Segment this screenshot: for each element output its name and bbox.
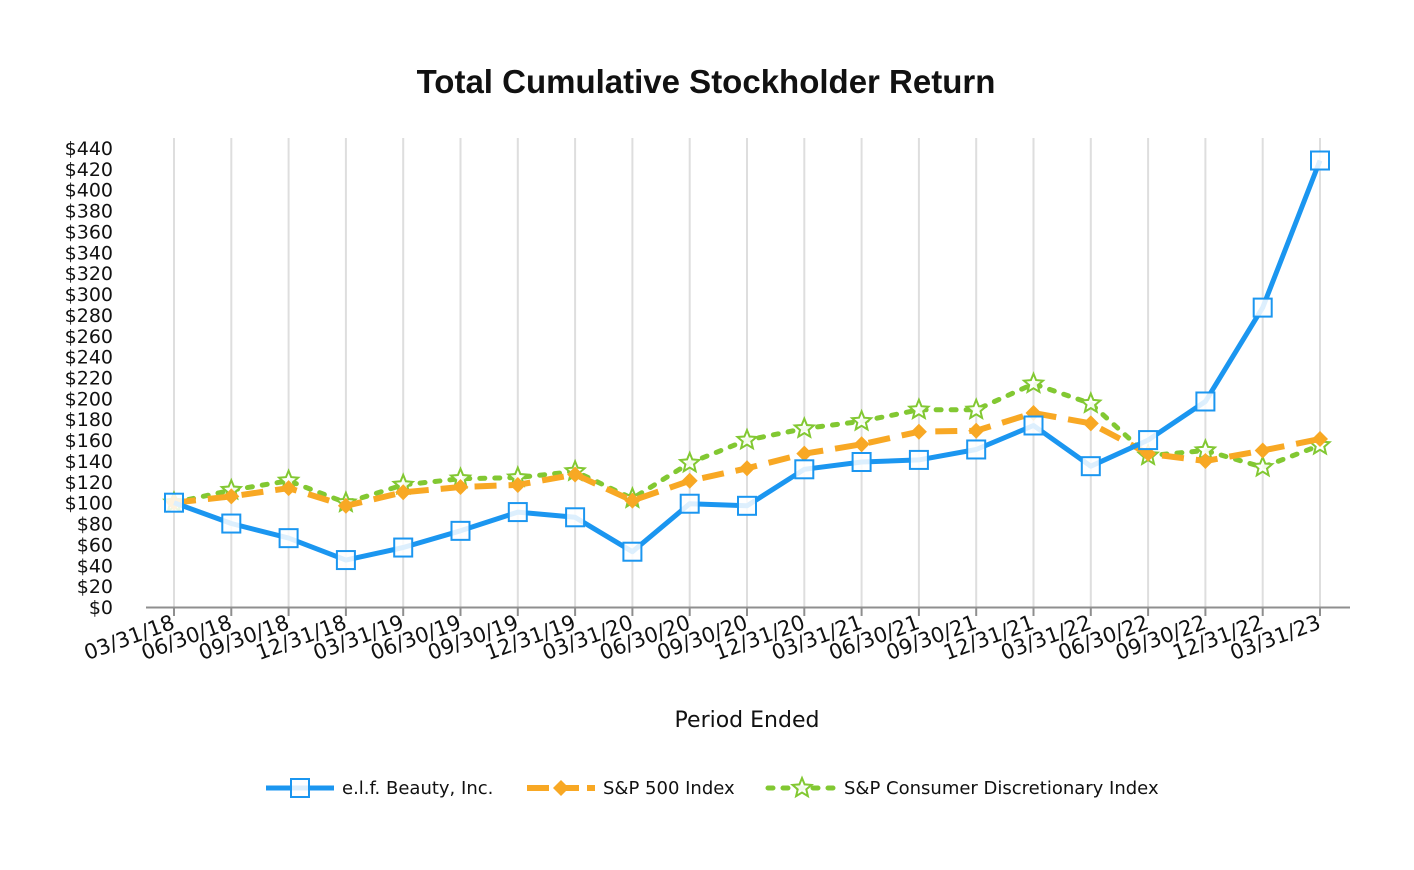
legend-item: S&P Consumer Discretionary Index xyxy=(765,775,1159,799)
data-point xyxy=(1252,297,1273,318)
data-point xyxy=(1312,431,1328,448)
data-point xyxy=(1197,452,1214,469)
y-tick-label: $140 xyxy=(65,451,113,473)
data-point xyxy=(567,466,584,483)
data-series xyxy=(162,150,1332,571)
y-tick-label: $300 xyxy=(65,284,113,306)
data-point xyxy=(393,537,414,558)
data-point xyxy=(966,439,987,460)
data-point xyxy=(964,397,989,421)
x-axis-label: Period Ended xyxy=(675,708,820,733)
legend-label: e.l.f. Beauty, Inc. xyxy=(342,778,493,799)
legend-swatch-marker xyxy=(290,778,310,798)
data-point xyxy=(1250,454,1275,478)
y-tick-label: $380 xyxy=(65,201,113,223)
data-point xyxy=(681,472,698,489)
y-tick-label: $260 xyxy=(65,326,113,348)
data-point xyxy=(849,408,874,432)
data-point xyxy=(735,427,759,451)
data-point xyxy=(1021,371,1046,394)
chart-title: Total Cumulative Stockholder Return xyxy=(417,63,996,100)
legend-label: S&P Consumer Discretionary Index xyxy=(844,778,1159,799)
y-tick-label: $20 xyxy=(77,576,113,598)
data-point xyxy=(622,541,643,562)
y-tick-label: $80 xyxy=(77,514,113,536)
data-point xyxy=(1082,415,1099,432)
y-tick-label: $160 xyxy=(65,430,113,452)
data-point xyxy=(1254,442,1271,459)
data-point xyxy=(677,450,702,474)
data-point xyxy=(906,397,931,421)
data-point xyxy=(737,495,757,516)
y-tick-label: $180 xyxy=(65,409,113,431)
series-0 xyxy=(164,150,1330,571)
data-point xyxy=(851,451,872,472)
data-point xyxy=(509,476,526,493)
legend-label: S&P 500 Index xyxy=(603,778,735,799)
data-point xyxy=(395,484,412,501)
data-point xyxy=(1078,390,1103,414)
data-point xyxy=(335,550,356,571)
data-point xyxy=(280,480,297,497)
y-tick-label: $200 xyxy=(65,388,113,410)
data-point xyxy=(221,513,242,534)
data-point xyxy=(792,415,817,439)
y-tick-label: $280 xyxy=(65,305,113,327)
data-point xyxy=(1195,391,1216,412)
vertical-gridlines xyxy=(173,138,1321,607)
y-tick-label: $320 xyxy=(65,263,113,285)
data-point xyxy=(853,436,870,453)
data-point xyxy=(337,497,354,514)
x-axis-tick-labels: 03/31/1806/30/1809/30/1812/31/1803/31/19… xyxy=(81,610,1324,665)
y-tick-label: $40 xyxy=(77,555,113,577)
data-point xyxy=(278,528,299,549)
y-tick-label: $120 xyxy=(65,472,113,494)
data-point xyxy=(908,449,929,470)
data-point xyxy=(794,459,815,480)
data-point xyxy=(679,493,700,514)
data-point xyxy=(450,520,471,541)
data-point xyxy=(223,488,240,505)
y-tick-label: $400 xyxy=(65,180,113,202)
data-point xyxy=(507,502,528,523)
legend-swatch-marker xyxy=(790,775,814,799)
data-point xyxy=(796,445,813,462)
data-point xyxy=(1023,415,1044,436)
data-point xyxy=(565,507,586,528)
y-axis-tick-labels: $0$20$40$60$80$100$120$140$160$180$200$2… xyxy=(65,138,113,619)
y-tick-label: $440 xyxy=(65,138,113,160)
legend-item: S&P 500 Index xyxy=(527,778,735,799)
y-tick-label: $100 xyxy=(65,493,113,515)
data-point xyxy=(910,423,927,440)
data-point xyxy=(1138,430,1159,451)
axes xyxy=(146,606,1350,616)
legend-swatch-marker xyxy=(553,780,569,796)
legend: e.l.f. Beauty, Inc. S&P 500 Index S&P Cons… xyxy=(266,775,1159,799)
y-tick-label: $240 xyxy=(65,347,113,369)
y-tick-label: $420 xyxy=(65,159,113,181)
y-tick-label: $360 xyxy=(65,221,113,243)
y-tick-label: $0 xyxy=(89,597,113,619)
data-point xyxy=(452,479,469,496)
y-tick-label: $60 xyxy=(77,534,113,556)
data-point xyxy=(624,492,641,509)
y-tick-label: $340 xyxy=(65,242,113,264)
y-tick-label: $220 xyxy=(65,368,113,390)
data-point xyxy=(739,460,755,477)
data-point xyxy=(968,422,985,439)
data-point xyxy=(1080,456,1101,477)
data-point xyxy=(164,492,184,513)
legend-item: e.l.f. Beauty, Inc. xyxy=(266,778,493,799)
data-point xyxy=(1310,150,1330,171)
